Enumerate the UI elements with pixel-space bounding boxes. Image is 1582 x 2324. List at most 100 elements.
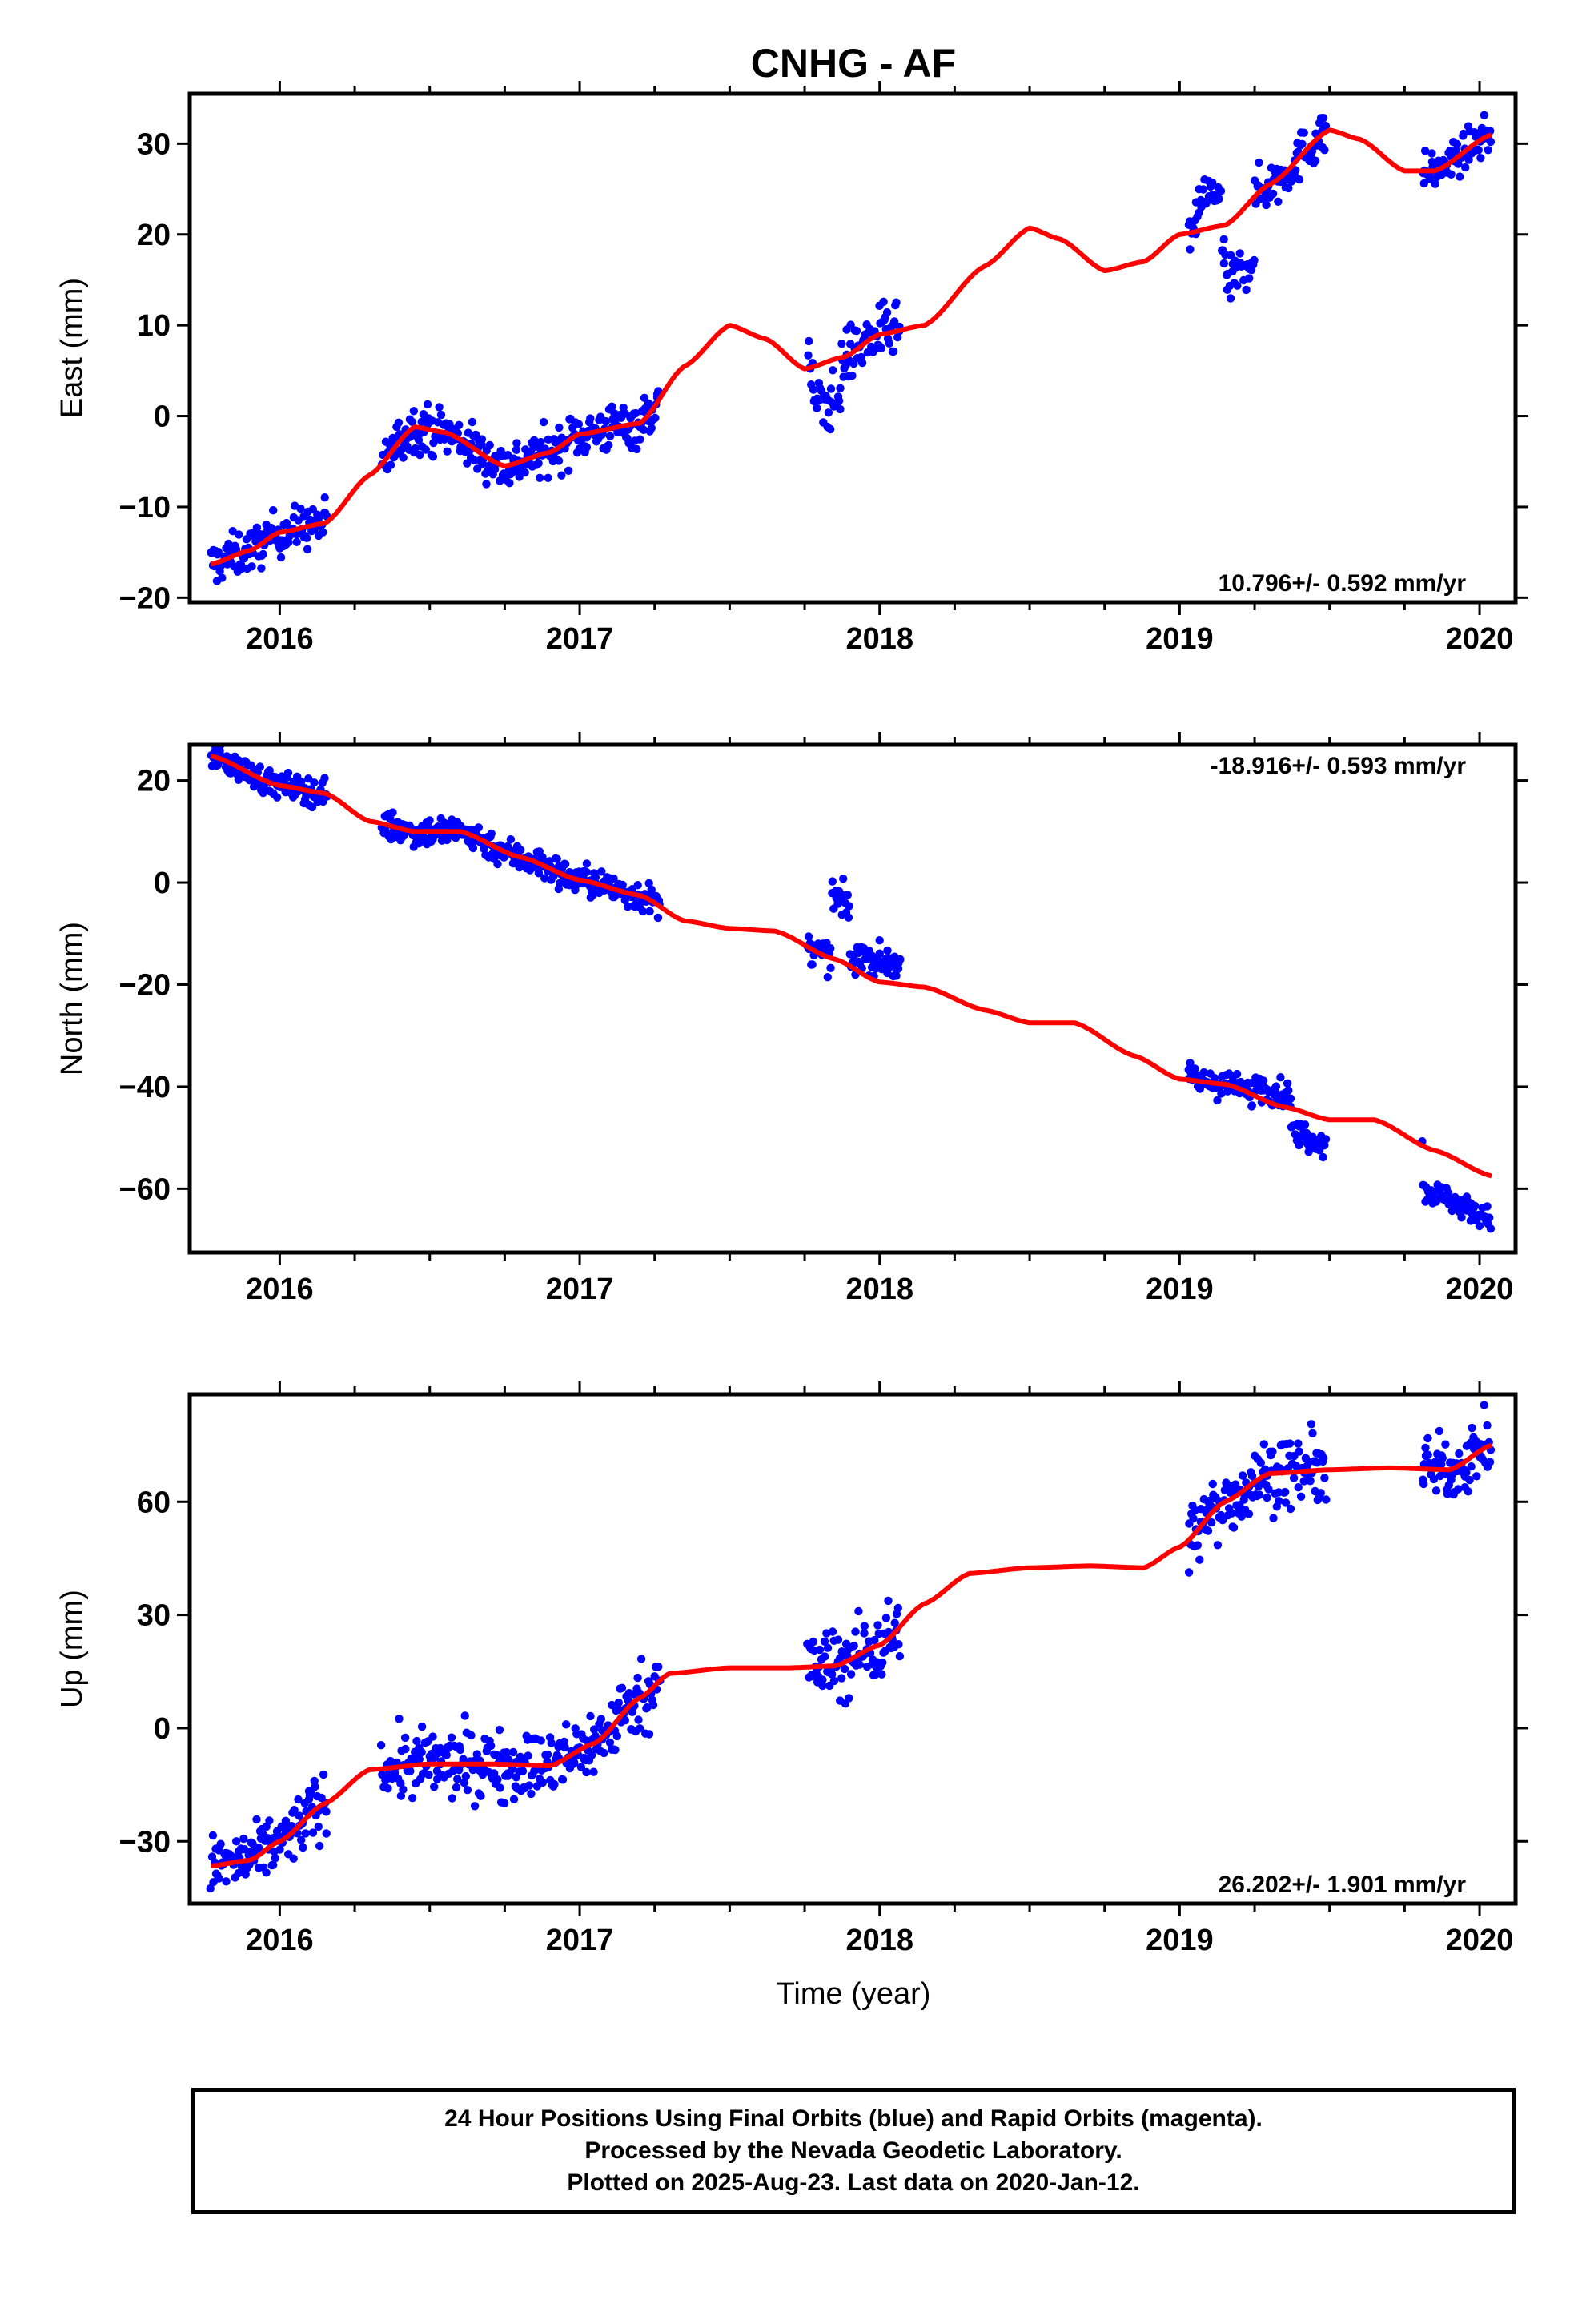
data-point [1233,281,1242,290]
y-tick-label: 10 [137,309,171,343]
data-point [1465,1475,1474,1485]
data-point [1283,1079,1292,1088]
data-point [836,384,845,392]
data-point [885,339,894,348]
data-point [314,513,323,523]
data-point [498,1755,507,1763]
data-point [837,1674,846,1683]
data-point [538,1778,548,1787]
data-point [408,1794,417,1803]
data-point [1274,197,1283,206]
data-point [415,1755,424,1763]
x-tick-label: 2019 [1146,622,1214,656]
data-point [448,1794,456,1803]
data-point [596,1715,606,1723]
data-point [311,1782,319,1791]
data-point [467,1731,476,1740]
data-point [1455,1449,1464,1458]
data-point [1483,1202,1492,1211]
data-point [1419,179,1429,188]
data-point [276,553,286,562]
data-point [1191,1064,1199,1073]
data-point [415,839,424,848]
data-point [805,336,813,346]
y-tick-label: −20 [119,581,171,615]
data-point [453,1775,462,1783]
data-point [267,523,275,533]
data-point [618,880,627,890]
data-point [843,891,853,899]
data-point [879,297,888,306]
data-point [1423,1450,1432,1459]
data-point [882,308,892,317]
data-point [252,1815,261,1824]
data-point [893,1603,903,1613]
data-point [860,1629,869,1638]
up-points [206,1401,1496,1893]
data-point [608,402,616,411]
x-tick-label: 2016 [246,1924,314,1957]
data-point [1186,1059,1195,1068]
data-point [632,444,641,454]
footer-box: 24 Hour Positions Using Final Orbits (bl… [191,2088,1516,2214]
data-point [1203,1526,1213,1535]
data-point [492,1751,501,1759]
data-point [417,1747,426,1757]
data-point [1256,1458,1266,1467]
data-point [828,877,837,886]
data-point [547,1739,556,1747]
data-point [1195,1084,1205,1093]
east-model-line [210,127,1493,567]
data-point [1255,158,1263,167]
data-point [597,867,606,876]
data-point [303,533,311,542]
data-point [873,1621,882,1630]
data-point [296,504,305,513]
data-point [536,437,545,447]
data-point [611,1745,620,1755]
data-point [472,430,480,440]
data-point [604,440,613,450]
data-point [1456,172,1464,181]
data-point [1231,1480,1240,1489]
data-point [1423,1433,1432,1443]
data-point [1242,285,1251,295]
data-point [605,432,615,440]
data-point [247,562,256,571]
up-panel: 2016 2017 2018 2019 2020 −30 0 30 60 Up (mm) 26.20… [55,1381,1528,1957]
data-point [645,907,654,916]
data-point [1286,1094,1295,1103]
data-point [1263,1493,1271,1502]
data-point [894,1640,903,1649]
data-point [1420,147,1430,155]
data-point [634,1715,643,1724]
data-point [636,1655,646,1663]
y-tick-label: 20 [137,219,171,252]
data-point [560,1743,569,1752]
data-point [877,344,886,352]
y-tick-label: 30 [137,1599,171,1633]
data-point [470,1802,480,1811]
data-point [319,1770,328,1779]
data-point [834,396,844,405]
data-point [1438,1454,1447,1463]
data-point [428,452,438,461]
data-point [493,1775,502,1784]
data-point [881,1614,891,1622]
data-point [271,1854,279,1863]
data-point [576,1763,586,1771]
data-point [823,973,833,982]
data-point [1306,1477,1315,1486]
data-point [1244,1510,1254,1518]
data-point [443,835,452,845]
data-point [889,347,898,356]
x-tick-label: 2019 [1146,1273,1214,1306]
data-point [299,1843,307,1852]
data-point [409,407,418,416]
data-point [396,1791,406,1800]
data-point [1468,1423,1476,1433]
data-point [1193,1541,1203,1550]
data-point [1431,1197,1441,1206]
data-point [421,445,430,454]
x-tick-label: 2016 [246,1273,314,1306]
